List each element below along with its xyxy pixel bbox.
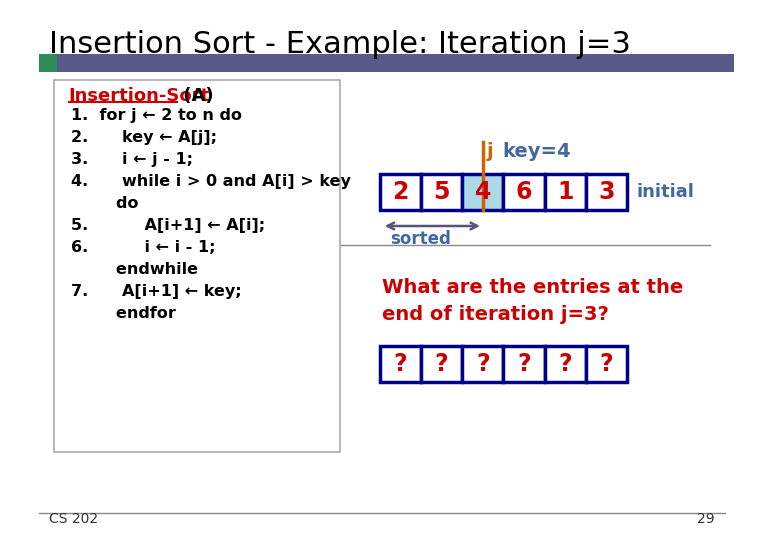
Bar [586, 174, 627, 210]
Text: 1.  for j ← 2 to n do: 1. for j ← 2 to n do [70, 108, 242, 123]
Bar [503, 174, 544, 210]
Text: ?: ? [517, 352, 530, 376]
Text: do: do [70, 196, 138, 211]
Text: 3.      i ← j - 1;: 3. i ← j - 1; [70, 152, 193, 167]
Text: 6: 6 [516, 180, 532, 204]
Bar [463, 174, 503, 210]
Text: j: j [487, 142, 494, 161]
Text: 3: 3 [598, 180, 615, 204]
Bar [503, 346, 544, 382]
Bar [380, 346, 421, 382]
Text: ?: ? [394, 352, 407, 376]
Bar [39, 54, 57, 72]
Text: 6.          i ← i - 1;: 6. i ← i - 1; [70, 240, 215, 255]
Bar [463, 346, 503, 382]
Text: ?: ? [435, 352, 448, 376]
Text: endwhile: endwhile [70, 262, 197, 277]
Text: 1: 1 [557, 180, 573, 204]
Text: endfor: endfor [70, 306, 176, 321]
Text: CS 202: CS 202 [49, 512, 98, 526]
Bar [544, 174, 586, 210]
Text: 4.      while i > 0 and A[i] > key: 4. while i > 0 and A[i] > key [70, 174, 350, 189]
Text: 4: 4 [474, 180, 491, 204]
Text: Insertion-Sort: Insertion-Sort [69, 87, 210, 105]
Bar [421, 346, 463, 382]
Bar [39, 54, 735, 72]
Text: 29: 29 [697, 512, 715, 526]
Text: ?: ? [558, 352, 572, 376]
Text: What are the entries at the
end of iteration j=3?: What are the entries at the end of itera… [382, 278, 683, 323]
Text: 5: 5 [434, 180, 450, 204]
Bar [54, 80, 340, 452]
Text: (A): (A) [177, 87, 214, 105]
Text: 2: 2 [392, 180, 409, 204]
Text: ?: ? [599, 352, 613, 376]
Text: ?: ? [476, 352, 490, 376]
Text: 2.      key ← A[j];: 2. key ← A[j]; [70, 130, 217, 145]
Text: Insertion Sort - Example: Iteration j=3: Insertion Sort - Example: Iteration j=3 [49, 30, 631, 59]
Text: initial: initial [636, 183, 694, 201]
Text: 7.      A[i+1] ← key;: 7. A[i+1] ← key; [70, 284, 241, 299]
Text: 5.          A[i+1] ← A[i];: 5. A[i+1] ← A[i]; [70, 218, 264, 233]
Bar [586, 346, 627, 382]
Bar [380, 174, 421, 210]
Bar [544, 346, 586, 382]
Text: sorted: sorted [390, 230, 451, 248]
Text: key=4: key=4 [502, 142, 571, 161]
Bar [421, 174, 463, 210]
